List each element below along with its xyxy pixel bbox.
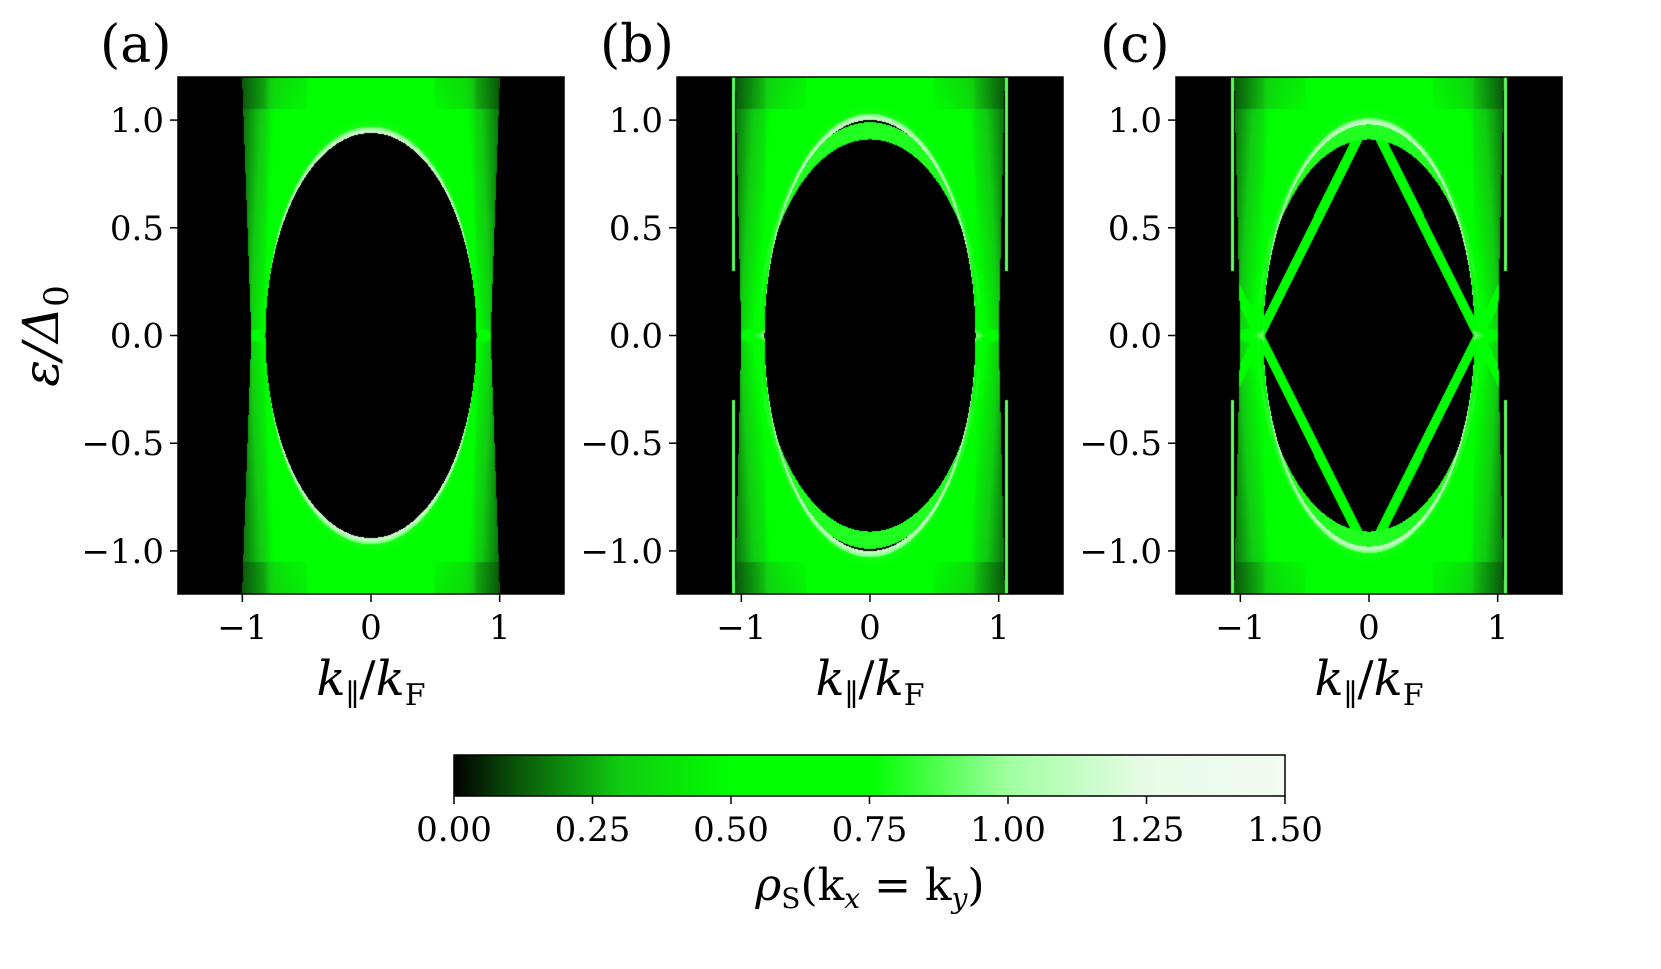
- colorbar-tick-label: 0.00: [416, 810, 492, 850]
- y-tick-label: 0.5: [609, 209, 663, 249]
- y-tick-label: 0.0: [110, 317, 164, 357]
- colorbar-label-eq: = k: [860, 860, 952, 911]
- y-tick-label: −1.0: [81, 532, 164, 572]
- heatmap-c: [1176, 77, 1562, 594]
- y-tick-label: 1.0: [110, 101, 164, 141]
- x-tick-label: 0: [360, 608, 382, 648]
- x-axis-labels: k∥/kF k∥/kF k∥/kF: [316, 651, 1423, 713]
- colorbar-label-sub-y: y: [950, 882, 969, 915]
- panel-label-a: (a): [100, 15, 172, 75]
- heatmap-a: [178, 77, 564, 594]
- y-tick-label: −0.5: [81, 424, 164, 464]
- y-tick-label: 1.0: [609, 101, 663, 141]
- panel-b: (b): [600, 15, 1064, 595]
- heatmap-b: [677, 77, 1063, 594]
- colorbar: 0.00 0.25 0.50 0.75 1.00 1.25 1.50 ρS(kx = ky): [416, 754, 1323, 915]
- x-tick-label: 0: [859, 608, 881, 648]
- panel-label-c: (c): [1100, 15, 1170, 75]
- y-tick-label: 0.5: [110, 209, 164, 249]
- x-axis-label-part: k: [815, 651, 844, 707]
- panel-label-b: (b): [600, 15, 674, 75]
- x-tick-label: 0: [1358, 608, 1380, 648]
- heatmap-canvas-b: [677, 77, 1063, 594]
- x-tick-label: −1: [217, 608, 267, 648]
- heatmap-canvas-a: [178, 77, 564, 594]
- colorbar-label-sub: S: [781, 882, 800, 915]
- y-tick-label: 0.5: [1108, 209, 1162, 249]
- colorbar-tick-label: 1.25: [1109, 810, 1185, 850]
- colorbar-ticks: 0.00 0.25 0.50 0.75 1.00 1.25 1.50: [416, 796, 1323, 850]
- x-axis-label-part: ∥: [346, 678, 360, 713]
- x-tick-label: 1: [988, 608, 1010, 648]
- colorbar-tick-label: 0.50: [693, 810, 769, 850]
- x-tick-label: −1: [716, 608, 766, 648]
- x-tick-label: 1: [489, 608, 511, 648]
- colorbar-tick-label: 1.00: [970, 810, 1046, 850]
- y-tick-label: 0.0: [609, 317, 663, 357]
- x-axis-label-part: ∥: [845, 678, 859, 713]
- y-tick-label: −0.5: [580, 424, 663, 464]
- y-axis-label-sub: 0: [37, 285, 77, 307]
- axes-layer: −1 0 1 1.0 0.5 0.0 −0.5 −1.0 −1 0 1 1.0 0.5 0.0 −0.5 −1…: [81, 101, 1508, 648]
- heatmap-canvas-c: [1176, 77, 1562, 594]
- x-tick-label: −1: [1215, 608, 1265, 648]
- colorbar-label-close: ): [967, 860, 984, 911]
- x-axis-label-part: /: [359, 651, 376, 707]
- colorbar-bar: [453, 754, 1286, 797]
- panel-c: (c): [1100, 15, 1563, 595]
- y-tick-label: 0.0: [1108, 317, 1162, 357]
- x-axis-label-part: F: [1403, 678, 1424, 713]
- x-axis-label-part: k: [1314, 651, 1343, 707]
- colorbar-label-sub-x: x: [844, 882, 860, 915]
- x-axis-label: k∥/kF: [1314, 651, 1423, 713]
- x-axis-label-part: k: [1374, 651, 1403, 707]
- x-axis-label-part: F: [904, 678, 925, 713]
- colorbar-tick-label: 1.50: [1247, 810, 1323, 850]
- x-axis-label: k∥/kF: [316, 651, 425, 713]
- x-tick-label: 1: [1487, 608, 1509, 648]
- y-axis-label-main: ε/Δ: [12, 307, 70, 387]
- x-axis-label-part: k: [376, 651, 405, 707]
- colorbar-tick-label: 0.25: [555, 810, 631, 850]
- y-tick-label: 1.0: [1108, 101, 1162, 141]
- y-tick-label: −1.0: [1079, 532, 1162, 572]
- colorbar-label-rest: (k: [800, 860, 844, 911]
- colorbar-label: ρS(kx = ky): [754, 860, 984, 915]
- x-axis-label-part: F: [405, 678, 426, 713]
- x-axis-label-part: /: [1357, 651, 1374, 707]
- x-axis-label-part: /: [858, 651, 875, 707]
- panel-a: (a): [100, 15, 565, 595]
- colorbar-label-main: ρ: [754, 860, 781, 911]
- y-tick-label: −1.0: [580, 532, 663, 572]
- svg-text:ε/Δ0: ε/Δ0: [12, 285, 77, 386]
- x-axis-label-part: k: [875, 651, 904, 707]
- x-axis-label-part: k: [316, 651, 345, 707]
- x-axis-label-part: ∥: [1344, 678, 1358, 713]
- y-axis-label: ε/Δ0: [12, 285, 77, 386]
- colorbar-tick-label: 0.75: [832, 810, 908, 850]
- x-axis-label: k∥/kF: [815, 651, 924, 713]
- y-tick-label: −0.5: [1079, 424, 1162, 464]
